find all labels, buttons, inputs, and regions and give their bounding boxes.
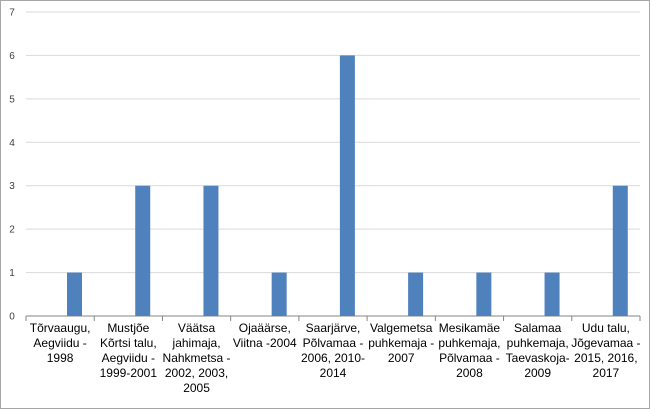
x-category-label: Valgemetsa puhkemaja -2007 (368, 321, 434, 365)
y-tick-label: 3 (9, 181, 15, 192)
y-tick-label: 6 (9, 51, 15, 62)
y-tick-label: 7 (9, 8, 15, 19)
x-category-label: Mustjõe Kõrtsi talu, Aegviidu -1999-2001 (100, 321, 158, 380)
x-category-label: Udu talu, Jõgevamaa -2015, 2016, 2017 (571, 321, 640, 380)
y-tick-label: 2 (9, 225, 15, 236)
y-tick-label: 1 (9, 268, 15, 279)
x-category-label: Väätsa jahimaja, Nahkmetsa -2002, 2003, 200… (163, 321, 231, 395)
x-category-label: Ojaäärse, Viitna -2004 (233, 321, 297, 350)
y-tick-labels: 0 1 2 3 4 5 6 7 (9, 8, 15, 323)
x-category-label: Mesikamäe puhkemaja, Põlvamaa -2008 (438, 321, 500, 380)
bar (271, 272, 287, 316)
y-tick-label: 4 (9, 138, 15, 149)
y-tick-label: 0 (9, 312, 15, 323)
bar (544, 272, 560, 316)
bar (203, 185, 219, 316)
bars (67, 55, 628, 317)
bar (67, 272, 82, 316)
bar (476, 272, 492, 316)
bar (339, 55, 355, 317)
gridlines (26, 11, 640, 274)
bar (135, 185, 151, 316)
axes (25, 315, 641, 321)
x-category-label: Saarjärve, Põlvamaa -2006, 2010-2014 (301, 321, 365, 380)
x-category-label: Tõrvaaugu, Aegviidu -1998 (30, 321, 91, 365)
bar (612, 185, 628, 316)
bar (408, 272, 424, 316)
y-tick-label: 5 (9, 94, 15, 105)
x-category-label: Salamaa puhkemaja, Taevaskoja-2009 (506, 321, 570, 380)
